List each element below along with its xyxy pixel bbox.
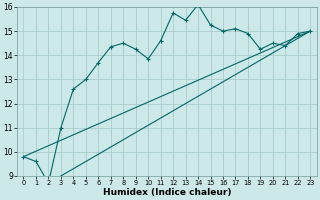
X-axis label: Humidex (Indice chaleur): Humidex (Indice chaleur) [103, 188, 231, 197]
